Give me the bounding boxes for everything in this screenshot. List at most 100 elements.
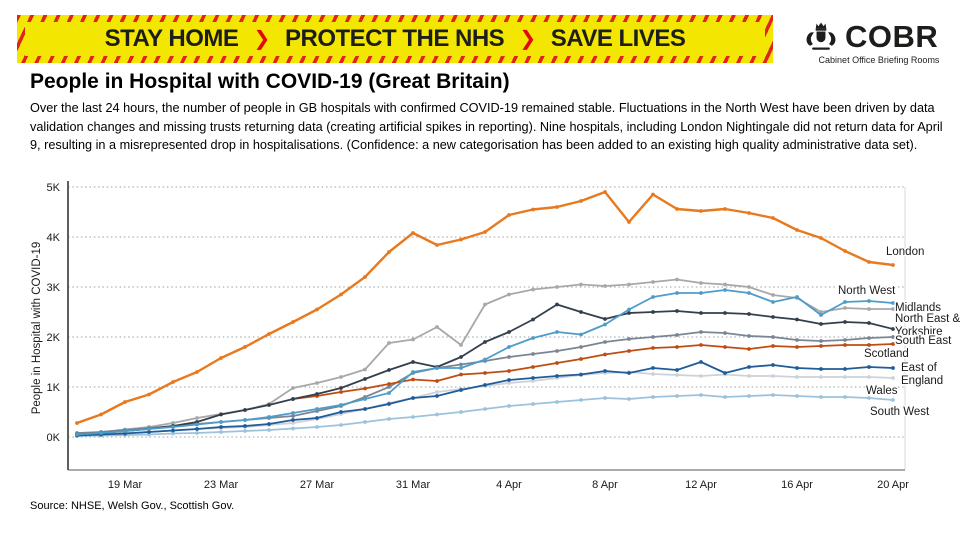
data-point: [771, 315, 775, 319]
data-point: [771, 344, 775, 348]
series-label-north-west: North West: [838, 285, 896, 297]
data-point: [675, 309, 679, 313]
data-point: [579, 345, 583, 349]
data-point: [699, 374, 703, 378]
data-point: [291, 418, 295, 422]
data-point: [843, 343, 847, 347]
source-note: Source: NHSE, Welsh Gov., Scottish Gov.: [30, 500, 235, 512]
data-point: [747, 291, 751, 295]
data-point: [339, 403, 343, 407]
data-point: [291, 386, 295, 390]
data-point: [459, 362, 463, 367]
series-label-south-west: South West: [870, 406, 930, 418]
data-point: [843, 395, 847, 399]
y-axis-title: People in Hospital with COVID-19: [31, 242, 43, 415]
data-point: [435, 412, 439, 417]
data-point: [843, 300, 847, 304]
data-point: [387, 385, 391, 389]
data-point: [507, 213, 511, 217]
data-point: [723, 207, 727, 211]
data-point: [795, 394, 799, 398]
data-point: [483, 230, 487, 234]
data-point: [555, 205, 559, 209]
data-point: [795, 228, 799, 232]
data-point: [675, 394, 679, 398]
data-point: [675, 345, 679, 349]
data-point: [579, 357, 583, 361]
data-point: [675, 291, 679, 295]
data-point: [771, 374, 775, 378]
series-line-london: [76, 190, 894, 425]
data-point: [699, 281, 703, 285]
data-point: [363, 367, 367, 372]
series-label-scotland: Scotland: [864, 348, 909, 360]
data-point: [579, 282, 583, 287]
data-point: [579, 332, 583, 337]
data-point: [579, 372, 583, 377]
series-label-wales: Wales: [866, 385, 898, 397]
data-point: [699, 330, 703, 334]
y-tick-label: 1K: [47, 382, 61, 394]
banner-slogan: STAY HOME ❯ PROTECT THE NHS ❯ SAVE LIVES: [105, 25, 686, 53]
data-point: [675, 277, 679, 282]
data-point: [675, 368, 679, 372]
data-point: [195, 416, 199, 420]
data-point: [291, 411, 295, 415]
data-point: [771, 335, 775, 339]
data-point: [867, 375, 871, 379]
data-point: [459, 366, 463, 370]
hazard-banner: STAY HOME ❯ PROTECT THE NHS ❯ SAVE LIVES: [17, 15, 773, 63]
data-point: [891, 335, 895, 339]
data-point: [627, 311, 631, 315]
data-point: [387, 391, 391, 395]
data-point: [555, 349, 559, 353]
data-point: [123, 429, 127, 433]
data-point: [771, 363, 775, 367]
data-point: [747, 347, 751, 351]
data-point: [243, 345, 247, 349]
data-point: [795, 317, 799, 322]
data-point: [411, 377, 415, 382]
data-point: [387, 417, 391, 421]
data-point: [435, 394, 439, 398]
data-point: [459, 355, 463, 359]
series-line-scotland: [292, 343, 894, 400]
data-point: [267, 422, 271, 426]
series-label-north-east-yorkshire: North East & Yorkshire: [895, 313, 961, 338]
data-point: [819, 313, 823, 317]
data-point: [627, 371, 631, 375]
data-point: [171, 428, 175, 433]
data-point: [891, 376, 895, 380]
series-line-south-west: [76, 394, 894, 437]
data-point: [603, 284, 607, 288]
data-point: [387, 250, 391, 254]
royal-coat-of-arms-icon: [806, 22, 836, 50]
data-point: [339, 390, 343, 394]
data-point: [99, 431, 103, 435]
data-point: [867, 365, 871, 369]
chevron-icon: ❯: [519, 28, 536, 50]
data-point: [819, 236, 823, 240]
data-point: [243, 429, 247, 433]
data-point: [483, 407, 487, 411]
data-point: [459, 410, 463, 414]
data-point: [507, 345, 511, 349]
data-point: [555, 361, 559, 365]
banner-segment-protect-nhs: PROTECT THE NHS: [284, 25, 505, 52]
data-point: [747, 285, 751, 289]
data-point: [267, 428, 271, 432]
x-tick-label: 8 Apr: [592, 479, 618, 491]
series-label-london: London: [886, 246, 924, 258]
data-point: [603, 317, 607, 321]
data-point: [651, 335, 655, 339]
data-point: [771, 216, 775, 220]
data-point: [723, 288, 727, 292]
data-point: [579, 398, 583, 402]
data-point: [699, 209, 703, 213]
page-title: People in Hospital with COVID-19 (Great …: [30, 70, 510, 93]
data-point: [555, 374, 559, 378]
page-description: Over the last 24 hours, the number of pe…: [30, 101, 943, 152]
data-point: [435, 390, 439, 394]
cobr-logo: COBR Cabinet Office Briefing Rooms: [803, 20, 955, 65]
y-tick-label: 2K: [47, 332, 61, 344]
